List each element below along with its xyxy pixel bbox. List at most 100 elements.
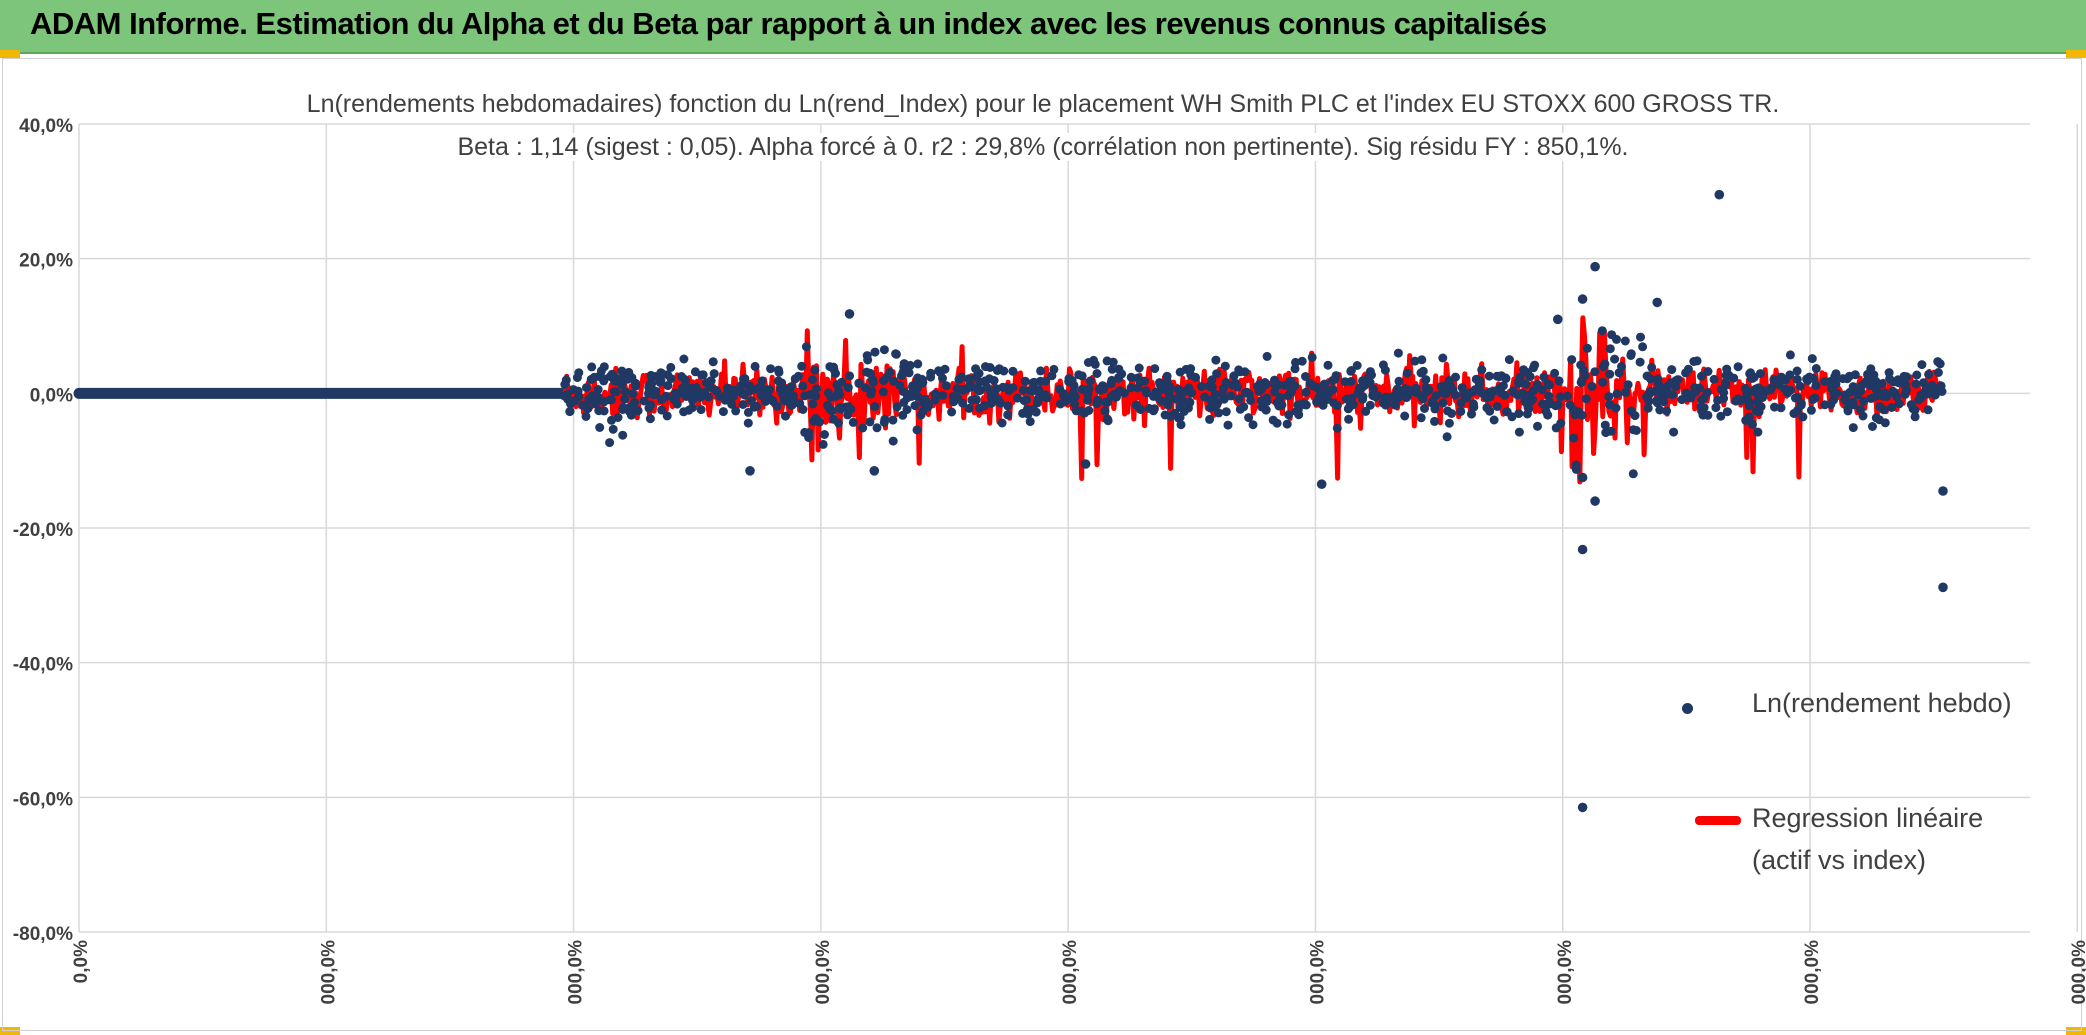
x-tick-label: 000,0%: [813, 940, 834, 1005]
data-point: [1507, 412, 1517, 422]
data-point: [1703, 410, 1713, 420]
data-point: [1297, 356, 1307, 366]
data-point: [663, 381, 673, 391]
data-point: [1489, 415, 1499, 425]
data-point: [1106, 379, 1116, 389]
data-point: [749, 402, 759, 412]
data-point: [1722, 364, 1732, 374]
data-point: [1301, 372, 1310, 381]
data-point: [628, 389, 638, 399]
data-point: [566, 399, 576, 409]
data-point: [1719, 388, 1729, 398]
data-point: [1551, 423, 1561, 433]
data-point: [608, 424, 618, 434]
data-point: [811, 391, 821, 401]
data-point: [1332, 401, 1342, 410]
data-point: [831, 369, 840, 378]
data-point: [1416, 368, 1426, 378]
data-point: [1076, 406, 1086, 416]
data-point: [1912, 370, 1922, 380]
data-point: [1180, 386, 1190, 396]
data-point: [967, 382, 977, 392]
data-point: [1695, 383, 1704, 393]
data-point: [1655, 405, 1665, 415]
data-point: [1223, 420, 1233, 430]
data-point: [729, 385, 738, 395]
data-point: [1621, 387, 1631, 397]
data-point: [1683, 364, 1693, 374]
data-point: [992, 366, 1002, 375]
data-point: [879, 417, 889, 427]
header-banner: ADAM Informe. Estimation du Alpha et du …: [0, 0, 2086, 54]
data-point: [999, 366, 1009, 376]
data-point: [1226, 391, 1236, 401]
data-point: [1107, 364, 1117, 374]
data-point: [1643, 403, 1653, 413]
data-point: [1055, 399, 1065, 409]
data-point: [1664, 380, 1674, 390]
data-point: [964, 403, 974, 413]
data-point-outlier: [1553, 314, 1563, 325]
data-point: [1041, 376, 1051, 386]
data-point: [1617, 362, 1626, 371]
data-point: [1888, 386, 1898, 396]
corner-marker: [2066, 1027, 2086, 1035]
data-point: [743, 407, 753, 417]
data-point: [1936, 381, 1946, 391]
data-point: [899, 362, 909, 372]
data-point: [1220, 361, 1230, 371]
data-point: [1923, 389, 1933, 399]
data-point: [1093, 395, 1102, 405]
data-point: [593, 392, 603, 402]
data-point: [1083, 395, 1093, 405]
data-point: [1792, 366, 1802, 376]
data-point: [1929, 383, 1939, 393]
data-point: [910, 401, 920, 411]
data-point: [1626, 351, 1636, 360]
data-point: [1126, 372, 1136, 382]
data-point: [1344, 402, 1354, 412]
data-point-outlier: [869, 466, 880, 476]
data-point: [1328, 376, 1338, 385]
data-point: [971, 372, 981, 382]
data-point: [1850, 370, 1860, 380]
data-point: [1711, 403, 1721, 413]
data-point: [1231, 378, 1240, 388]
data-point: [647, 379, 657, 388]
data-point: [1034, 393, 1043, 403]
data-point: [1911, 379, 1921, 389]
data-point: [1628, 425, 1638, 435]
data-point: [780, 385, 790, 395]
data-point: [1156, 380, 1165, 390]
data-point: [1457, 383, 1467, 393]
data-point: [581, 411, 591, 421]
data-point-outlier: [1714, 189, 1725, 200]
data-point: [1514, 409, 1524, 419]
data-point: [1380, 365, 1390, 375]
data-point: [891, 349, 901, 359]
data-point: [1669, 427, 1679, 437]
data-point: [599, 362, 609, 372]
data-point: [1402, 368, 1412, 378]
data-point: [737, 380, 747, 390]
data-point: [798, 381, 808, 391]
data-point: [1164, 385, 1174, 395]
data-point: [620, 394, 630, 404]
data-point: [844, 402, 854, 412]
data-point: [1795, 381, 1805, 391]
data-point: [1162, 376, 1172, 386]
y-tick-label: -40,0%: [13, 655, 73, 676]
data-point: [736, 387, 746, 397]
data-point: [1316, 388, 1325, 398]
data-point: [1244, 389, 1254, 399]
data-point: [1533, 421, 1542, 431]
data-point: [1421, 382, 1431, 392]
data-point: [1428, 396, 1438, 406]
data-point: [1141, 386, 1151, 396]
data-point: [1842, 396, 1851, 406]
data-point: [1880, 388, 1889, 398]
data-point: [646, 370, 656, 380]
data-point: [1563, 391, 1572, 401]
data-point: [1477, 365, 1487, 375]
data-point: [623, 374, 633, 384]
